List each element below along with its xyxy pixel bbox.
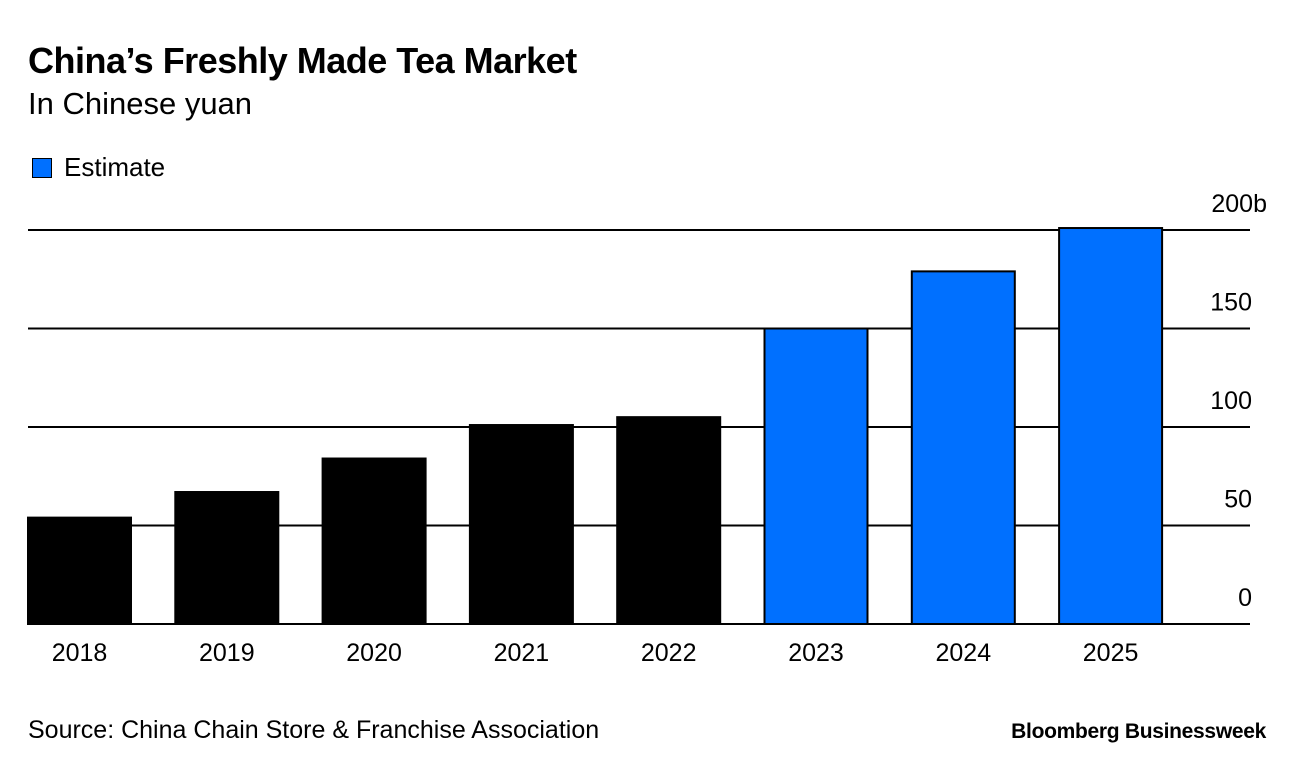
chart-title: China’s Freshly Made Tea Market [28, 40, 577, 81]
x-tick-label: 2019 [199, 639, 255, 667]
brand-logo: Bloomberg Businessweek [1011, 720, 1266, 743]
legend-label-estimate: Estimate [64, 152, 166, 182]
x-tick-label: 2025 [1083, 639, 1139, 667]
x-tick-label: 2018 [52, 639, 108, 667]
bar-2025 [1058, 227, 1164, 625]
x-tick-label: 2021 [494, 639, 550, 667]
y-tick-label: 50 [1224, 486, 1252, 514]
y-tick-label: 0 [1238, 584, 1252, 612]
bar-2018 [27, 516, 132, 625]
bar-2022 [616, 416, 722, 625]
x-tick-label: 2024 [935, 639, 991, 667]
y-tick-label: 150 [1210, 289, 1252, 317]
bar-2023 [763, 327, 869, 625]
x-tick-label: 2020 [346, 639, 402, 667]
legend-swatch-estimate [32, 157, 52, 178]
y-tick-label: 200b [1211, 190, 1267, 218]
source-note: Source: China Chain Store & Franchise As… [28, 716, 600, 744]
bar-2019 [174, 491, 280, 626]
bar-2024 [910, 270, 1016, 625]
legend: Estimate [32, 152, 165, 183]
bar-2021 [468, 424, 574, 625]
bar-2020 [321, 457, 427, 625]
y-tick-label: 100 [1210, 387, 1252, 415]
x-tick-label: 2023 [788, 639, 844, 667]
x-tick-label: 2022 [641, 639, 697, 667]
chart-subtitle: In Chinese yuan [28, 86, 253, 121]
